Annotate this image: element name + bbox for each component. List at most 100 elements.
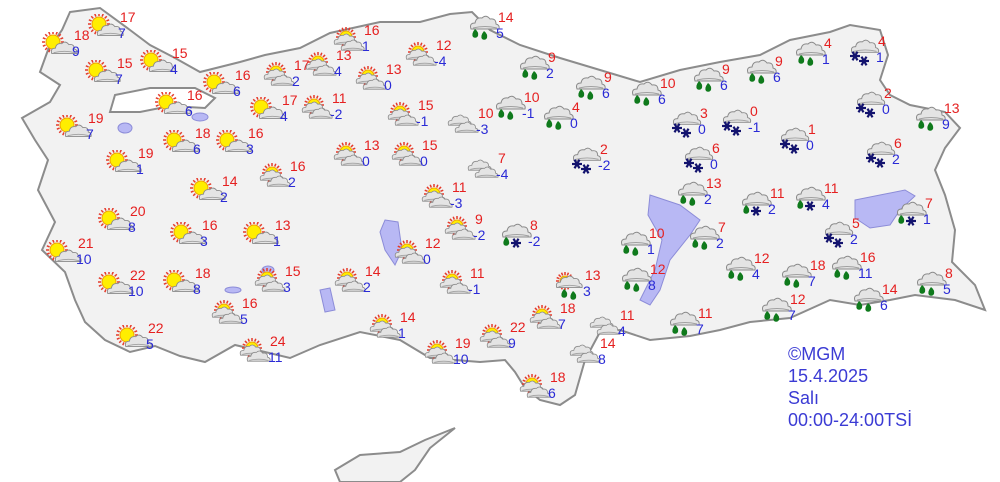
max-temperature: 9 [775, 53, 783, 69]
min-temperature: 9 [72, 43, 80, 59]
min-temperature: 11 [858, 265, 873, 281]
max-temperature: 6 [712, 140, 720, 156]
min-temperature: 10 [453, 351, 469, 367]
sunny-icon [88, 14, 124, 37]
max-temperature: 17 [294, 57, 310, 73]
max-temperature: 16 [290, 158, 306, 174]
partly-cloudy-icon [301, 95, 333, 119]
city-forecast: 11 2 [738, 186, 798, 224]
min-temperature: 11 [268, 349, 283, 365]
min-temperature: 7 [788, 307, 796, 323]
city-forecast: 10 -1 [492, 90, 552, 128]
rain-icon [622, 267, 652, 292]
city-forecast: 12 4 [722, 251, 782, 289]
max-temperature: 10 [478, 105, 494, 121]
rain-icon [747, 59, 777, 84]
partly-cloudy-icon [355, 66, 387, 90]
min-temperature: 10 [76, 251, 92, 267]
cloudy-icon [569, 344, 601, 363]
city-forecast: 15 -1 [386, 98, 446, 136]
sunny-icon [163, 130, 199, 153]
forecast-date: 15.4.2025 [788, 366, 869, 386]
min-temperature: 10 [128, 283, 144, 299]
city-forecast: 10 -3 [446, 106, 506, 144]
partly-cloudy-icon [529, 305, 561, 329]
max-temperature: 10 [649, 225, 665, 241]
max-temperature: 11 [770, 185, 785, 201]
min-temperature: 2 [716, 235, 724, 251]
max-temperature: 16 [187, 87, 203, 103]
partly-cloudy-icon [479, 324, 511, 348]
city-forecast: 11 4 [792, 181, 852, 219]
snow-icon [824, 221, 854, 248]
min-temperature: 6 [773, 69, 781, 85]
max-temperature: 10 [660, 75, 676, 91]
min-temperature: 0 [420, 153, 428, 169]
max-temperature: 8 [945, 265, 953, 281]
cloudy-icon [589, 316, 621, 335]
city-forecast: 13 1 [243, 218, 303, 256]
rain-snow-icon [502, 223, 532, 248]
max-temperature: 4 [878, 33, 886, 49]
max-temperature: 7 [925, 195, 933, 211]
max-temperature: 7 [498, 150, 506, 166]
min-temperature: 2 [288, 174, 296, 190]
snow-icon [866, 141, 896, 168]
min-temperature: -1 [468, 281, 481, 297]
max-temperature: 14 [498, 9, 514, 25]
max-temperature: 13 [706, 175, 722, 191]
city-forecast: 16 1 [332, 23, 392, 61]
sunny-icon [98, 208, 134, 231]
max-temperature: 16 [202, 217, 218, 233]
max-temperature: 13 [944, 100, 960, 116]
min-temperature: 5 [943, 281, 951, 297]
rain-icon [576, 75, 606, 100]
sunny-icon [46, 240, 82, 263]
min-temperature: 0 [806, 137, 814, 153]
city-forecast: 16 6 [203, 68, 263, 106]
min-temperature: 5 [146, 336, 154, 352]
min-temperature: 1 [876, 49, 884, 65]
min-temperature: 2 [220, 189, 228, 205]
city-forecast: 11 4 [588, 308, 648, 346]
max-temperature: 11 [452, 179, 467, 195]
city-forecast: 18 8 [163, 266, 223, 304]
min-temperature: 6 [548, 385, 556, 401]
min-temperature: 3 [283, 279, 291, 295]
max-temperature: 19 [455, 335, 471, 351]
max-temperature: 14 [600, 335, 616, 351]
partly-cloudy-icon [333, 142, 365, 166]
rain-snow-icon [796, 186, 826, 211]
min-temperature: 0 [570, 115, 578, 131]
min-temperature: 0 [362, 153, 370, 169]
lake [224, 286, 242, 294]
city-forecast: 16 5 [210, 296, 270, 334]
sunny-icon [243, 222, 279, 245]
max-temperature: 16 [860, 249, 876, 265]
sunny-icon [155, 92, 191, 115]
city-forecast: 0 -1 [718, 104, 778, 142]
max-temperature: 11 [824, 180, 839, 196]
max-temperature: 8 [530, 217, 538, 233]
min-temperature: 0 [882, 101, 890, 117]
city-forecast: 22 10 [98, 268, 158, 306]
max-temperature: 10 [524, 89, 540, 105]
max-temperature: 15 [285, 263, 301, 279]
sunny-icon [98, 272, 134, 295]
max-temperature: 13 [364, 137, 380, 153]
city-forecast: 18 7 [778, 258, 838, 296]
min-temperature: 6 [880, 297, 888, 313]
max-temperature: 18 [550, 369, 566, 385]
city-forecast: 7 -4 [466, 151, 526, 189]
max-temperature: 16 [235, 67, 251, 83]
city-forecast: 12 8 [618, 262, 678, 300]
min-temperature: 7 [86, 126, 94, 142]
min-temperature: 9 [942, 116, 950, 132]
partly-cloudy-icon [211, 300, 243, 324]
city-forecast: 14 2 [190, 174, 250, 212]
